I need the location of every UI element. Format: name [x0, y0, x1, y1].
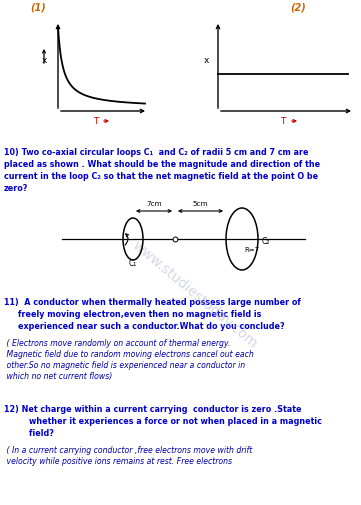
Text: current in the loop C₂ so that the net magnetic field at the point O be: current in the loop C₂ so that the net m… — [4, 172, 318, 181]
Text: T: T — [280, 117, 286, 126]
Text: 12) Net charge within a current carrying  conductor is zero .State: 12) Net charge within a current carrying… — [4, 404, 301, 413]
Text: x: x — [41, 56, 47, 64]
Text: other.So no magnetic field is experienced near a conductor in: other.So no magnetic field is experience… — [4, 360, 245, 369]
Text: 11)  A conductor when thermally heated possess large number of: 11) A conductor when thermally heated po… — [4, 297, 301, 307]
Text: 5cm: 5cm — [193, 200, 208, 207]
Text: www.studiestoday.com: www.studiestoday.com — [130, 238, 260, 350]
Text: R=7: R=7 — [244, 246, 259, 252]
Text: zero?: zero? — [4, 184, 29, 192]
Text: which no net current flows): which no net current flows) — [4, 371, 112, 380]
Text: x: x — [203, 56, 209, 64]
Text: whether it experiences a force or not when placed in a magnetic: whether it experiences a force or not wh… — [18, 416, 322, 425]
Text: placed as shown . What should be the magnitude and direction of the: placed as shown . What should be the mag… — [4, 160, 320, 169]
Text: (1): (1) — [30, 2, 46, 12]
Text: ( Electrons move randomly on account of thermal energy.: ( Electrons move randomly on account of … — [4, 338, 230, 347]
Text: C₂: C₂ — [262, 236, 270, 245]
Text: 7cm: 7cm — [146, 200, 162, 207]
Text: 10) Two co-axial circular loops C₁  and C₂ of radii 5 cm and 7 cm are: 10) Two co-axial circular loops C₁ and C… — [4, 147, 309, 157]
Text: experienced near such a conductor.What do you conclude?: experienced near such a conductor.What d… — [18, 321, 284, 330]
Text: C₁: C₁ — [129, 259, 137, 268]
Text: field?: field? — [18, 428, 54, 437]
Text: T: T — [93, 117, 99, 126]
Text: (2): (2) — [290, 2, 306, 12]
Text: velocity while positive ions remains at rest. Free electrons: velocity while positive ions remains at … — [4, 456, 232, 465]
Text: Magnetic field due to random moving electrons cancel out each: Magnetic field due to random moving elec… — [4, 349, 254, 358]
Text: ( In a current carrying conductor ,free electrons move with drift: ( In a current carrying conductor ,free … — [4, 445, 252, 454]
Text: freely moving electron,even then no magnetic field is: freely moving electron,even then no magn… — [18, 310, 261, 318]
